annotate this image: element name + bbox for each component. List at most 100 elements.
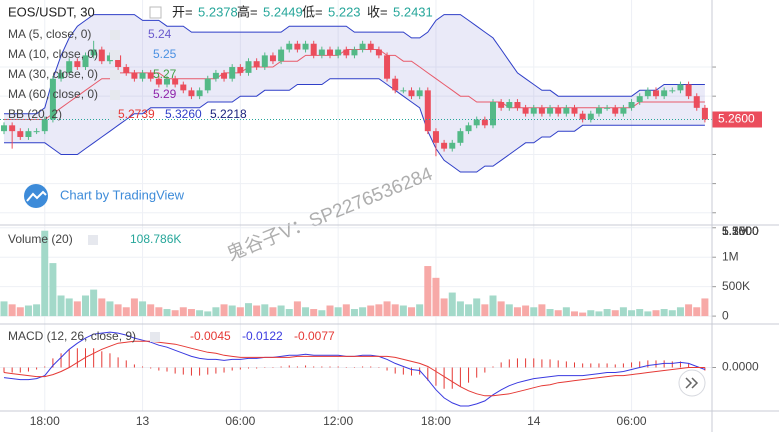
candle-body — [49, 78, 56, 120]
volume-bar — [587, 310, 595, 317]
ohlc-value: 5.2378 — [198, 4, 238, 19]
candle-body — [269, 55, 276, 62]
candle-body — [587, 113, 594, 120]
volume-bar — [628, 310, 636, 317]
panel-title: Volume (20) — [8, 232, 73, 246]
candle-body — [449, 142, 456, 149]
macd-hist — [256, 367, 258, 369]
candle-body — [335, 49, 342, 56]
ohlc-value: 5.2449 — [263, 4, 303, 19]
macd-hist — [199, 367, 201, 376]
macd-hist — [378, 367, 380, 368]
macd-hist — [264, 367, 266, 368]
volume-bar — [90, 289, 98, 317]
macd-hist — [60, 353, 62, 368]
band-lower — [4, 78, 705, 173]
macd-reading: -0.0122 — [242, 329, 283, 343]
volume-bar — [310, 309, 318, 317]
indicator-icon — [110, 70, 120, 80]
macd-hist — [223, 367, 225, 373]
volume-bar — [41, 230, 49, 317]
macd-hist — [93, 348, 95, 368]
candle-body — [522, 107, 529, 114]
volume-bar — [269, 307, 277, 317]
candle-body — [490, 102, 496, 126]
x-tick-label: 13 — [136, 414, 150, 428]
candle-body — [82, 55, 89, 68]
candle-body — [278, 49, 285, 62]
candle-body — [115, 55, 122, 68]
macd-hist — [622, 363, 624, 368]
ohlc-label: 高= — [237, 4, 258, 19]
volume-bar — [652, 310, 660, 317]
volume-bar — [440, 298, 448, 317]
volume-bar — [82, 295, 89, 317]
volume-bar — [318, 310, 326, 317]
volume-bar — [660, 309, 668, 317]
volume-bar — [489, 295, 497, 317]
volume-bar — [579, 312, 587, 317]
volume-bar — [33, 304, 41, 317]
volume-bar — [49, 263, 57, 317]
volume-bar — [513, 307, 521, 317]
volume-bar — [16, 307, 24, 317]
candle-body — [392, 78, 399, 91]
macd-hist — [158, 367, 160, 371]
scroll-button[interactable] — [678, 369, 706, 397]
macd-hist — [639, 361, 641, 368]
macd-hist — [36, 367, 38, 370]
candle-body — [408, 90, 415, 97]
candle-body — [628, 102, 635, 108]
volume-bar — [187, 309, 195, 317]
indicator-icon — [110, 110, 120, 120]
candle-body — [9, 125, 16, 132]
indicator-value: 5.2218 — [210, 107, 247, 121]
volume-bar — [350, 309, 358, 317]
last-price-label: 5.2600 — [718, 112, 755, 126]
indicator-name: MA (5, close, 0) — [8, 27, 91, 41]
candle-body — [98, 49, 105, 62]
candle-body — [375, 49, 382, 56]
candle-body — [196, 90, 203, 97]
volume-bar — [701, 298, 709, 317]
y-tick-label: 0 — [722, 308, 729, 322]
indicator-icon — [110, 50, 120, 60]
candle-body — [661, 90, 668, 97]
panel-title: MACD (12, 26, close, 9) — [8, 329, 136, 343]
volume-bar — [399, 305, 407, 317]
candle-body — [221, 72, 228, 79]
volume-bar — [0, 301, 8, 317]
volume-bar — [220, 304, 228, 317]
ohlc-label: 开= — [172, 4, 193, 19]
volume-bar — [196, 310, 204, 317]
volume-bar — [619, 307, 627, 317]
candle-body — [644, 90, 651, 97]
candle-body — [229, 67, 236, 79]
candle-body — [90, 49, 97, 56]
candle-body — [204, 78, 211, 91]
x-tick-label: 18:00 — [421, 414, 451, 428]
candle-body — [400, 90, 407, 92]
indicator-value: 5.25 — [153, 47, 177, 61]
volume-bar — [98, 298, 106, 317]
macd-hist — [533, 358, 535, 368]
macd-hist — [500, 362, 502, 368]
button-icon[interactable] — [685, 377, 699, 389]
volume-bar — [261, 304, 269, 317]
macd-hist — [647, 360, 649, 368]
volume-bar — [236, 307, 244, 317]
indicator-value: 5.27 — [153, 67, 177, 81]
candle-body — [17, 131, 24, 137]
indicator-value: 5.24 — [148, 27, 172, 41]
volume-bar — [522, 305, 530, 317]
candle-body — [612, 107, 619, 114]
macd-hist — [142, 366, 144, 368]
indicator-value: 5.2739 — [118, 107, 155, 121]
y-tick-label: 0.0000 — [722, 360, 759, 374]
candle-body — [123, 67, 130, 73]
tv-logo — [24, 184, 48, 208]
candle-body — [302, 43, 309, 50]
y-tick-label: 5.3000 — [722, 224, 759, 238]
macd-hist — [329, 366, 331, 368]
